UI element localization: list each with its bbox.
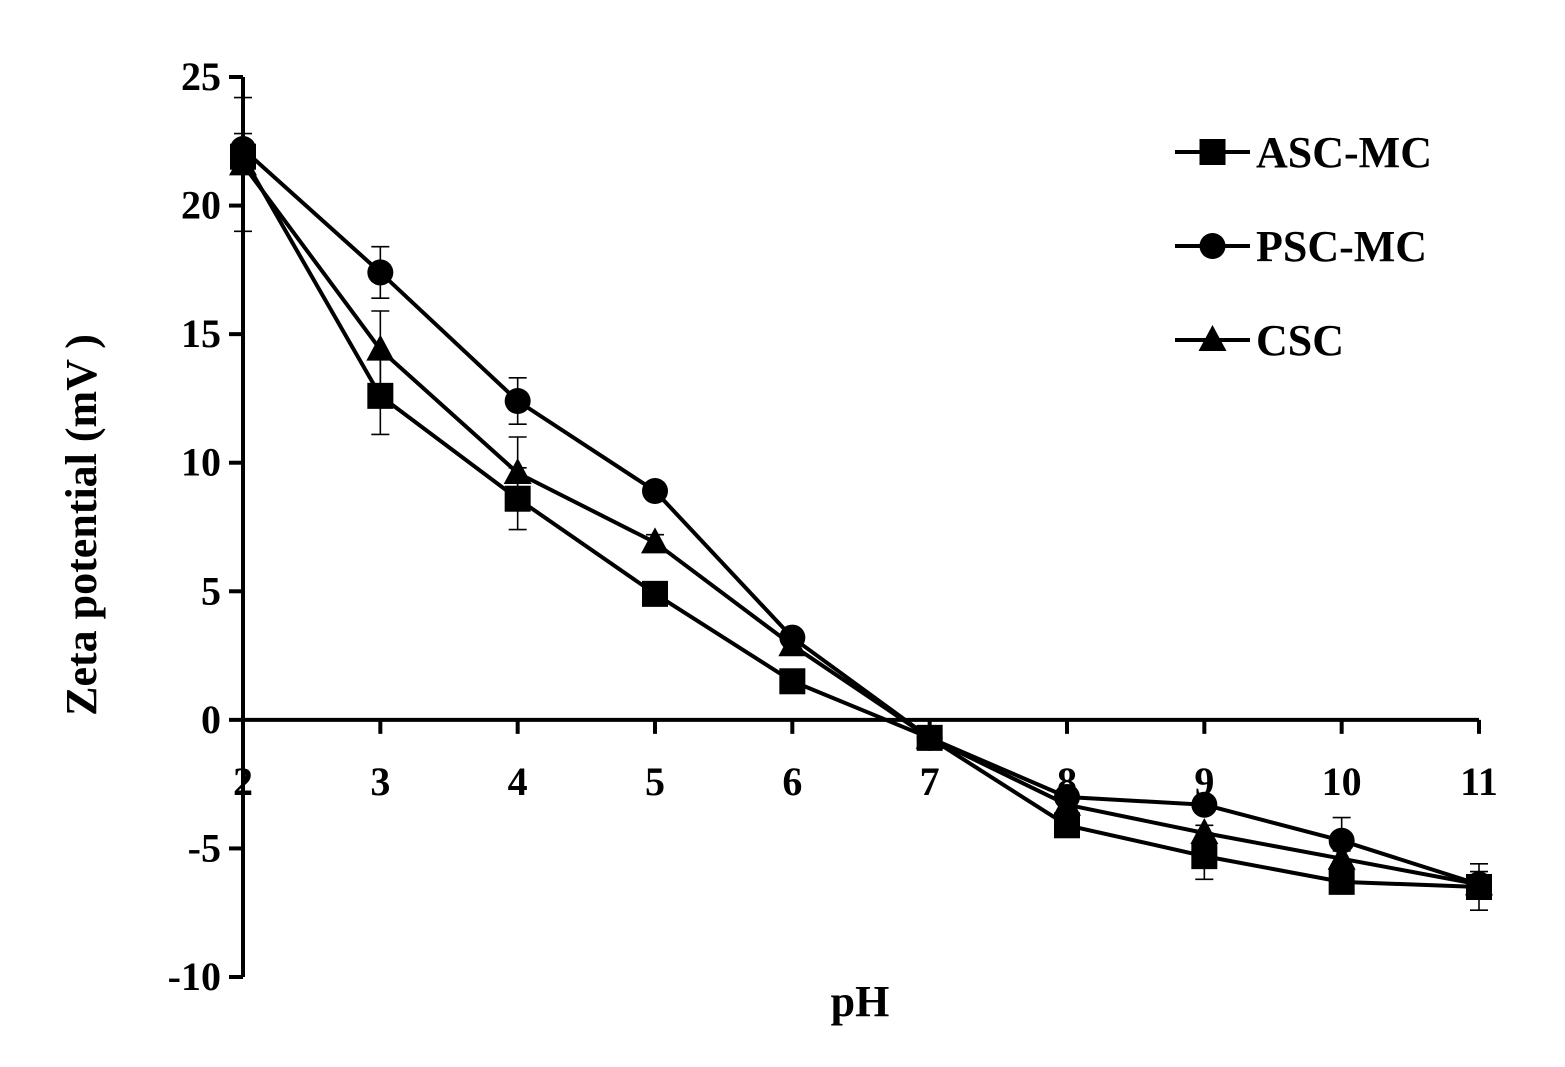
- data-point-psc-mc: [504, 388, 531, 414]
- data-point-asc-mc: [779, 668, 806, 695]
- y-tick-label: -5: [188, 825, 221, 870]
- x-axis-title: pH: [831, 977, 890, 1026]
- data-point-csc: [366, 334, 395, 361]
- series-line-csc: [241, 163, 1480, 887]
- x-tick-label: 9: [1194, 759, 1214, 804]
- data-point-csc: [1190, 818, 1219, 844]
- y-tick-label: 10: [181, 440, 221, 485]
- y-tick-label: -10: [168, 954, 221, 999]
- legend: ASC-MC PSC-MC CSC: [1175, 128, 1432, 365]
- x-tick-label: 10: [1322, 759, 1362, 804]
- data-point-asc-mc: [642, 580, 668, 607]
- data-point-csc: [778, 630, 807, 657]
- data-point-asc-mc: [1054, 812, 1080, 839]
- data-point-csc: [1053, 789, 1081, 816]
- x-tick-label: 2: [233, 759, 253, 804]
- data-point-csc: [915, 722, 944, 749]
- data-point-csc: [229, 149, 257, 176]
- legend-marker-asc-mc: [1199, 139, 1226, 165]
- data-point-csc: [641, 527, 669, 554]
- legend-label-asc-mc: ASC-MC: [1256, 128, 1432, 177]
- data-point-psc-mc: [1328, 827, 1355, 854]
- data-point-psc-mc: [1191, 791, 1218, 818]
- y-tick-label: 15: [181, 311, 221, 356]
- x-tick-label: 11: [1460, 759, 1498, 804]
- data-point-asc-mc: [1191, 843, 1218, 870]
- legend-label-psc-mc: PSC-MC: [1256, 222, 1427, 271]
- x-tick-label: 3: [370, 759, 390, 804]
- data-point-psc-mc: [367, 259, 394, 286]
- series-line-asc-mc: [241, 155, 1480, 889]
- x-tick-label: 5: [645, 759, 665, 804]
- data-point-asc-mc: [1328, 868, 1355, 895]
- legend-marker-csc: [1198, 325, 1227, 351]
- legend-marker-psc-mc: [1199, 233, 1226, 259]
- y-tick-label: 25: [181, 54, 221, 99]
- series-line-psc-mc: [241, 147, 1480, 887]
- y-tick-label: 20: [181, 183, 221, 228]
- data-point-csc: [1327, 843, 1356, 870]
- data-point-csc: [503, 458, 532, 484]
- x-tick-label: 6: [782, 759, 802, 804]
- data-point-psc-mc: [642, 478, 668, 504]
- data-point-csc: [1465, 869, 1493, 896]
- y-tick-label: 0: [201, 697, 221, 742]
- legend-label-csc: CSC: [1256, 316, 1344, 365]
- y-axis-title: Zeta potential (mV ): [57, 334, 106, 716]
- x-tick-label: 4: [508, 759, 528, 804]
- y-tick-label: 5: [201, 568, 221, 613]
- series-layer: [229, 96, 1493, 911]
- x-tick-label: 7: [920, 759, 940, 804]
